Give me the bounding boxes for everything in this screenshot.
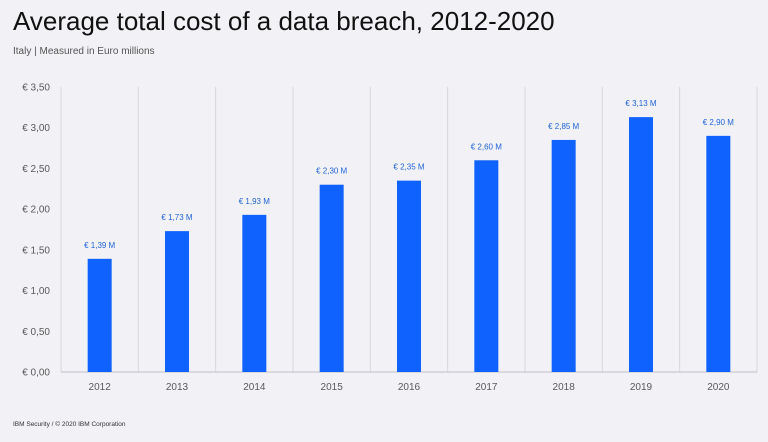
x-tick-label: 2014 bbox=[243, 382, 266, 393]
bar bbox=[474, 160, 499, 372]
y-tick-label: € 3,50 bbox=[22, 83, 50, 94]
x-tick-label: 2018 bbox=[553, 382, 576, 393]
chart-labels: 2012 € 1,39 M 2013 € 1,73 M 2014 € 1,93 M 2015… bbox=[84, 99, 734, 393]
data-label: € 2,30 M bbox=[316, 167, 347, 176]
data-label: € 2,85 M bbox=[548, 122, 579, 131]
x-tick-label: 2016 bbox=[398, 382, 421, 393]
page-title: Average total cost of a data breach, 201… bbox=[13, 6, 555, 36]
copyright-footer: IBM Security / © 2020 IBM Corporation bbox=[13, 421, 126, 428]
bar bbox=[242, 214, 267, 372]
data-label: € 3,13 M bbox=[625, 99, 656, 108]
y-tick-label: € 1,00 bbox=[22, 286, 50, 297]
x-tick-label: 2020 bbox=[707, 382, 730, 393]
chart-bars bbox=[87, 117, 731, 372]
y-tick-label: € 3,00 bbox=[22, 123, 50, 134]
bar bbox=[397, 180, 421, 372]
x-tick-label: 2017 bbox=[475, 382, 498, 393]
bar bbox=[706, 135, 731, 372]
x-tick-label: 2013 bbox=[166, 382, 189, 393]
y-tick-label: € 2,50 bbox=[22, 164, 50, 175]
y-tick-label: € 1,50 bbox=[22, 245, 50, 256]
x-tick-label: 2012 bbox=[89, 382, 112, 393]
x-tick-label: 2015 bbox=[321, 382, 344, 393]
bar bbox=[87, 258, 112, 372]
y-tick-label: € 2,00 bbox=[22, 205, 50, 216]
data-label: € 1,93 M bbox=[239, 197, 270, 206]
bar bbox=[165, 231, 189, 372]
data-label: € 1,73 M bbox=[161, 213, 192, 222]
y-tick-label: € 0,50 bbox=[22, 327, 50, 338]
data-label: € 1,39 M bbox=[84, 241, 115, 250]
bar bbox=[629, 117, 653, 372]
y-tick-label: € 0,00 bbox=[22, 368, 50, 379]
x-tick-label: 2019 bbox=[630, 382, 653, 393]
data-label: € 2,60 M bbox=[471, 142, 502, 151]
data-label: € 2,90 M bbox=[703, 118, 734, 127]
page-subtitle: Italy | Measured in Euro millions bbox=[13, 46, 155, 57]
chart-grid bbox=[60, 87, 758, 372]
bar bbox=[319, 184, 344, 372]
data-label: € 2,35 M bbox=[393, 163, 424, 172]
bar bbox=[551, 139, 576, 372]
